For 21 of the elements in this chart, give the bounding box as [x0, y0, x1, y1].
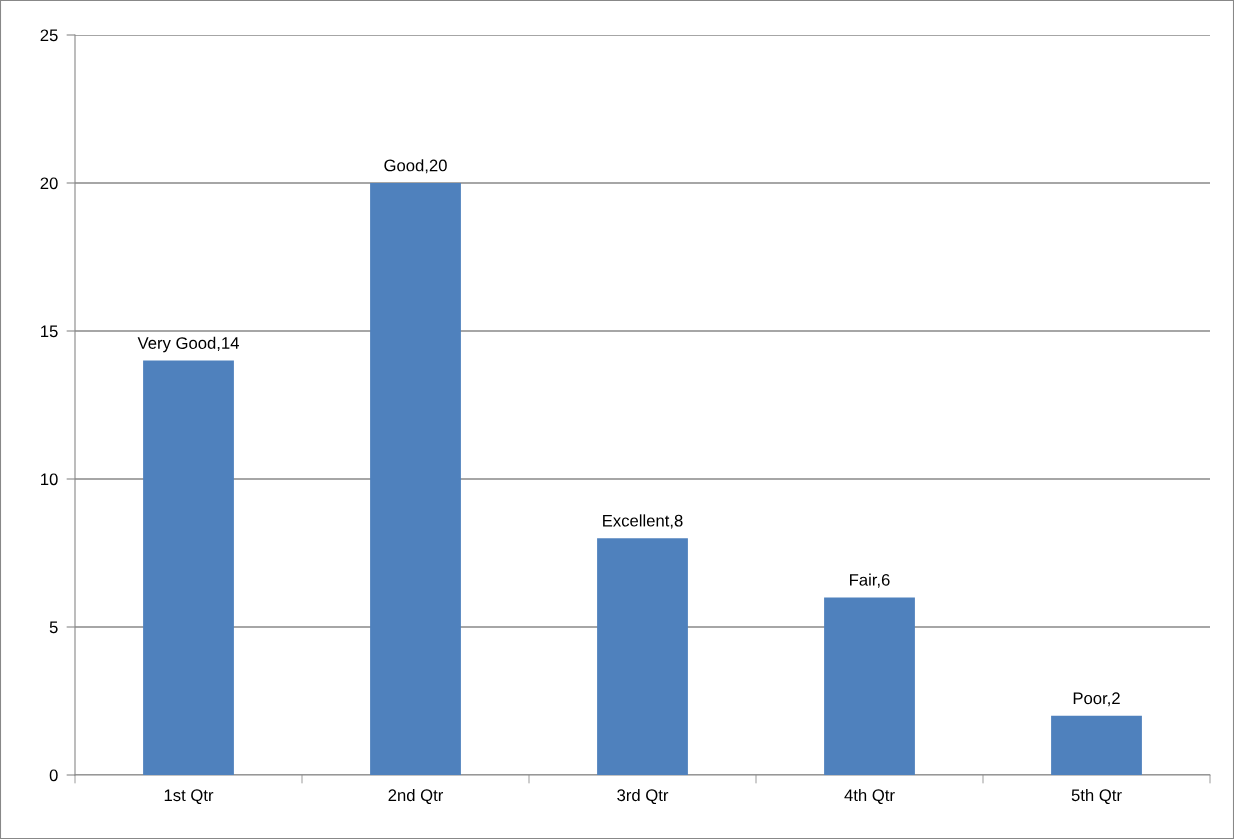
x-tick-label: 2nd Qtr	[388, 788, 444, 805]
data-label: Very Good,14	[137, 336, 239, 353]
data-label: Fair,6	[850, 573, 890, 588]
x-tick-label: 1st Qtr	[164, 789, 214, 805]
bar	[597, 538, 688, 775]
y-tick-label: 5	[49, 621, 58, 634]
bar	[824, 597, 915, 775]
y-tick-label: 10	[41, 473, 58, 486]
data-label: Good,20	[384, 159, 447, 174]
y-tick-label: 25	[40, 29, 58, 42]
data-label: Excellent,8	[603, 514, 683, 529]
x-tick-label: 4th Qtr	[844, 788, 895, 805]
bar	[370, 183, 461, 775]
y-tick-label: 0	[49, 769, 58, 782]
x-tick-label: 3rd Qtr	[617, 788, 669, 805]
data-label: Poor,2	[1073, 692, 1120, 707]
y-tick-label: 15	[41, 325, 58, 338]
x-tick-label: 5th Qtr	[1071, 788, 1122, 805]
bar	[143, 360, 234, 775]
bar	[1051, 715, 1142, 775]
y-tick-label: 20	[40, 177, 58, 190]
